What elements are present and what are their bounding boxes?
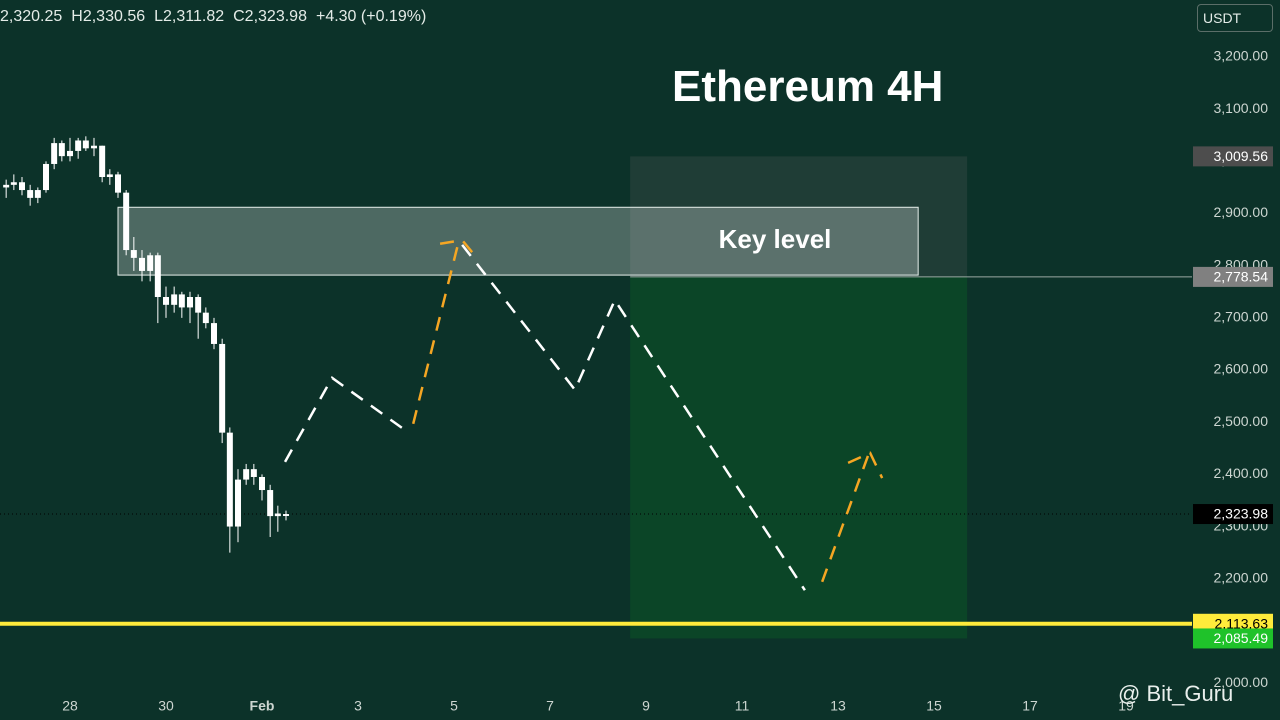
price-label-box bbox=[1193, 266, 1273, 287]
candle-body bbox=[58, 143, 65, 157]
candle-body bbox=[114, 174, 121, 193]
projection-line bbox=[847, 451, 884, 479]
projection-line bbox=[439, 238, 477, 257]
candle-body bbox=[195, 297, 202, 313]
change-text: +4.30 (+0.19%) bbox=[315, 8, 427, 25]
y-tick-label: 2,400.00 bbox=[1214, 465, 1269, 481]
x-tick-label: 5 bbox=[450, 698, 458, 714]
y-tick-label: 2,000.00 bbox=[1214, 674, 1269, 690]
open-text: 2,320.25 bbox=[0, 8, 63, 25]
candle-body bbox=[66, 150, 73, 157]
candle-body bbox=[226, 432, 233, 527]
currency-button[interactable]: USDT bbox=[1197, 4, 1273, 32]
key-level-box bbox=[117, 206, 919, 276]
candle-body bbox=[243, 469, 250, 480]
price-label-box bbox=[1193, 628, 1273, 649]
low-text: L2,311.82 bbox=[154, 8, 225, 25]
x-tick-label: 30 bbox=[158, 698, 174, 714]
candle-body bbox=[210, 323, 217, 344]
candle-body bbox=[3, 184, 10, 188]
candle-body bbox=[90, 145, 97, 149]
zone-lower bbox=[630, 276, 968, 639]
candle-body bbox=[99, 145, 106, 178]
candle-body bbox=[282, 514, 289, 516]
candle-body bbox=[267, 490, 274, 517]
ohlc-header: 2,320.25 H2,330.56 L2,311.82 C2,323.98 +4.30… bbox=[0, 8, 435, 26]
candle-body bbox=[250, 469, 257, 477]
price-label-box bbox=[1193, 146, 1273, 167]
candle-body bbox=[147, 255, 154, 271]
x-tick-label: 19 bbox=[1118, 698, 1134, 714]
candle-body bbox=[27, 190, 34, 198]
key-level-label: Key level bbox=[719, 224, 832, 254]
y-tick-label: 3,200.00 bbox=[1214, 48, 1269, 64]
x-tick-label: Feb bbox=[250, 698, 275, 714]
zone-upper bbox=[630, 156, 968, 277]
candle-body bbox=[82, 140, 89, 149]
x-tick-label: 28 bbox=[62, 698, 78, 714]
candle-body bbox=[274, 513, 281, 517]
x-tick-label: 11 bbox=[735, 698, 750, 714]
candle-body bbox=[162, 297, 169, 305]
candle-body bbox=[106, 174, 113, 178]
high-text: H2,330.56 bbox=[71, 8, 146, 25]
price-label: 2,778.54 bbox=[1214, 269, 1269, 285]
y-tick-label: 2,500.00 bbox=[1214, 413, 1269, 429]
x-tick-label: 9 bbox=[642, 698, 650, 714]
price-label: 3,009.56 bbox=[1214, 148, 1269, 164]
candle-body bbox=[154, 255, 161, 298]
candle-body bbox=[18, 182, 25, 191]
candle-body bbox=[234, 479, 241, 527]
candle-body bbox=[123, 192, 130, 251]
price-label-box bbox=[1193, 504, 1273, 525]
x-tick-label: 15 bbox=[926, 698, 942, 714]
x-tick-label: 3 bbox=[354, 698, 362, 714]
candle-body bbox=[51, 143, 58, 164]
price-label: 2,113.63 bbox=[1215, 615, 1269, 631]
close-text: C2,323.98 bbox=[233, 8, 307, 25]
y-tick-label: 2,700.00 bbox=[1214, 309, 1269, 325]
candle-body bbox=[130, 250, 137, 258]
projection-line bbox=[283, 376, 409, 463]
candle-body bbox=[10, 182, 17, 185]
candle-body bbox=[219, 343, 226, 433]
x-tick-label: 17 bbox=[1022, 698, 1038, 714]
x-tick-label: 7 bbox=[546, 698, 554, 714]
candle-body bbox=[138, 257, 145, 271]
watermark: @ Bit_Guru bbox=[1118, 681, 1234, 706]
y-tick-label: 3,100.00 bbox=[1214, 100, 1269, 116]
candle-body bbox=[171, 294, 178, 305]
candle-body bbox=[186, 297, 193, 308]
candle-body bbox=[202, 312, 209, 324]
x-tick-label: 13 bbox=[830, 698, 846, 714]
candle-body bbox=[178, 294, 185, 308]
price-label: 2,323.98 bbox=[1214, 506, 1269, 522]
projection-line bbox=[411, 244, 460, 425]
y-tick-label: 2,600.00 bbox=[1214, 361, 1269, 377]
candle-body bbox=[75, 140, 82, 151]
candle-body bbox=[42, 163, 49, 191]
candle-body bbox=[34, 190, 41, 198]
chart-title: Ethereum 4H bbox=[672, 62, 944, 111]
y-tick-label: 2,200.00 bbox=[1214, 569, 1269, 585]
candle-body bbox=[258, 476, 265, 491]
y-tick-label: 2,900.00 bbox=[1214, 204, 1269, 220]
price-label: 2,085.49 bbox=[1214, 630, 1269, 646]
